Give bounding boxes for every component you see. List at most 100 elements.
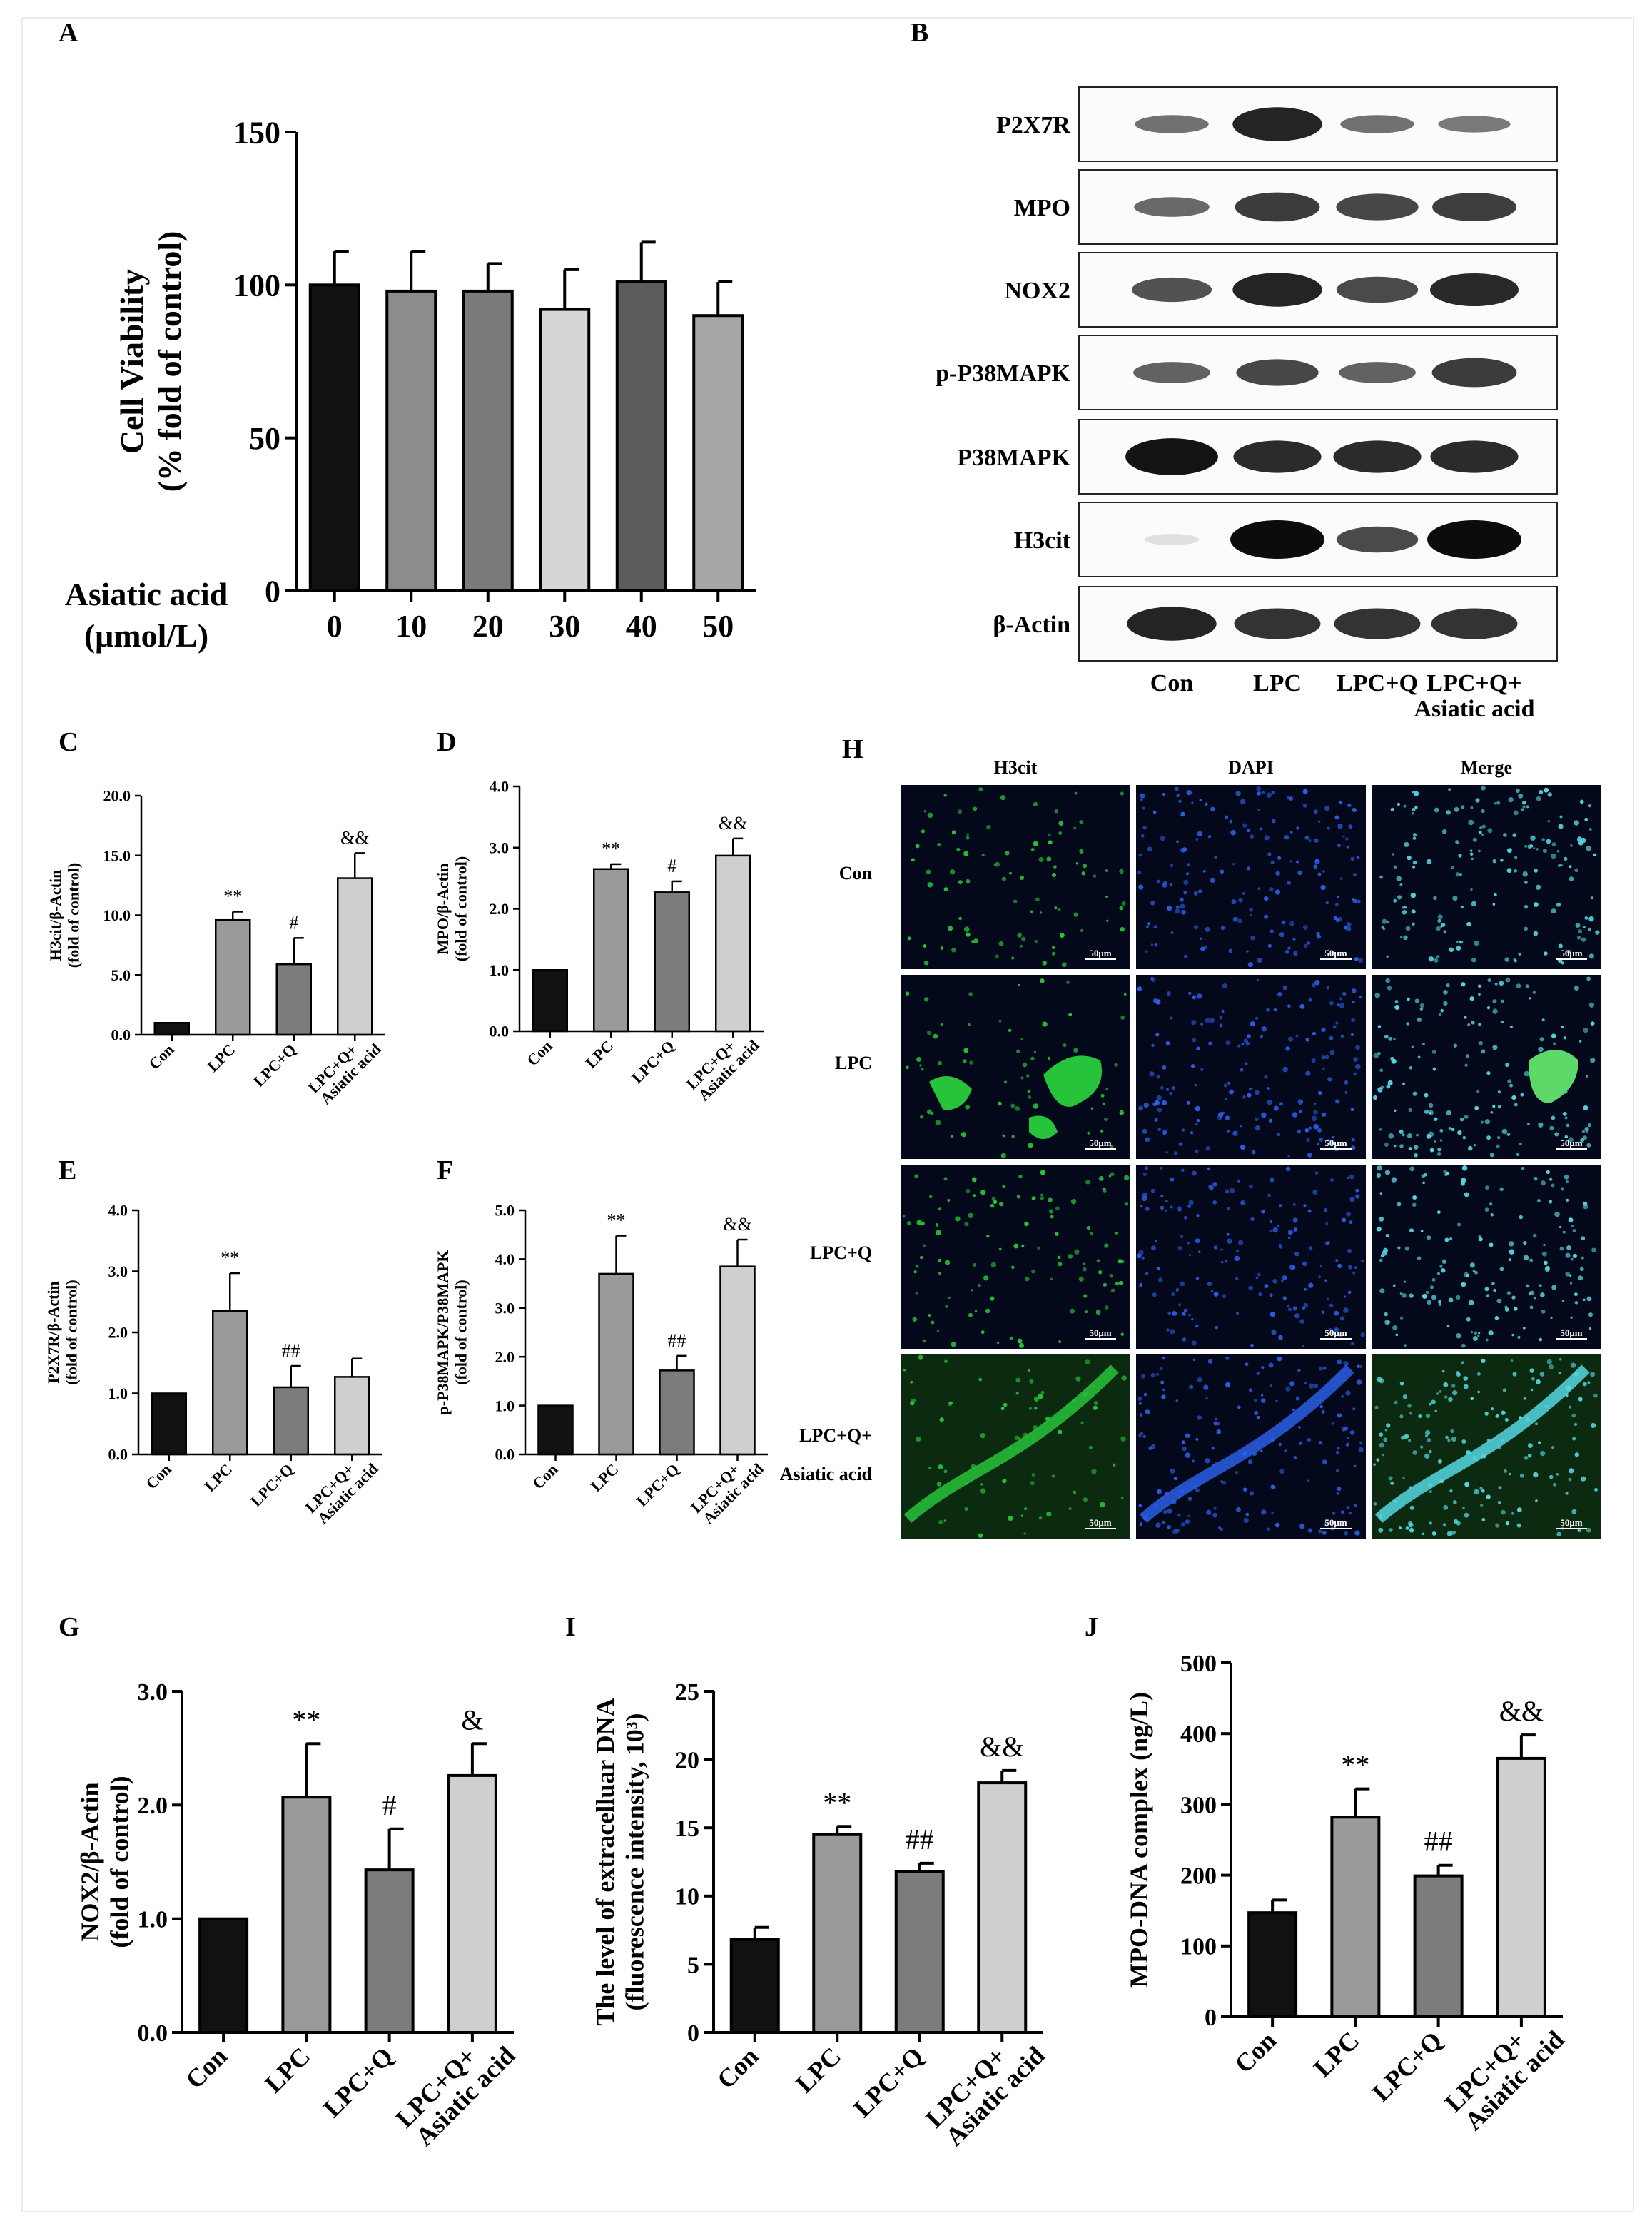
category-label-A-2: 20 bbox=[472, 609, 504, 644]
fluor-dot bbox=[1376, 1226, 1382, 1232]
fluor-dot bbox=[1422, 1293, 1427, 1299]
fluor-dot bbox=[1225, 1040, 1230, 1045]
fluor-dot bbox=[1171, 1086, 1175, 1090]
fluor-dot bbox=[1456, 1295, 1461, 1300]
fluor-dot bbox=[1279, 1469, 1284, 1474]
fluor-dot bbox=[1264, 835, 1270, 841]
fluor-net-blob bbox=[1529, 1050, 1578, 1103]
fluor-dot bbox=[1113, 1463, 1116, 1467]
fluor-dot bbox=[1387, 1080, 1393, 1086]
fluor-dot bbox=[968, 1212, 973, 1219]
fluor-dot bbox=[981, 853, 985, 857]
fluor-dot bbox=[1147, 846, 1152, 852]
fluor-dot bbox=[1431, 1295, 1436, 1300]
category-label-E-1: LPC bbox=[201, 1460, 235, 1495]
fluor-dot bbox=[1481, 833, 1484, 836]
fluor-dot bbox=[1227, 1207, 1230, 1210]
fluor-dot bbox=[1393, 898, 1397, 903]
panel-letter-D: D bbox=[437, 727, 456, 757]
fluor-dot bbox=[1270, 1484, 1275, 1489]
fluor-dot bbox=[1499, 1187, 1504, 1192]
annotation-J-1: ** bbox=[1341, 1749, 1369, 1781]
fluor-dot bbox=[1395, 1333, 1399, 1337]
fluor-dot bbox=[1529, 1368, 1534, 1373]
fluor-dot bbox=[1145, 1272, 1149, 1275]
fluor-dot bbox=[1448, 1297, 1454, 1303]
fluor-dot bbox=[1015, 1377, 1021, 1383]
fluor-dot bbox=[1551, 1115, 1556, 1120]
fluor-dot bbox=[1425, 1429, 1431, 1436]
fluor-dot bbox=[1178, 1142, 1183, 1146]
fluor-dot bbox=[1522, 800, 1526, 805]
fluor-dot bbox=[1566, 1198, 1569, 1202]
fluor-dot bbox=[1150, 977, 1156, 982]
fluor-dot bbox=[1595, 930, 1600, 935]
fluor-dot bbox=[1279, 1102, 1283, 1106]
fluor-dot bbox=[1515, 789, 1520, 794]
fluor-dot bbox=[927, 882, 933, 888]
fluor-dot bbox=[1326, 986, 1330, 990]
fluor-dot bbox=[923, 960, 929, 966]
fluor-dot bbox=[1018, 1342, 1025, 1348]
fluor-dot bbox=[1180, 1235, 1184, 1239]
fluor-dot bbox=[1551, 1033, 1556, 1038]
fluor-dot bbox=[1379, 1442, 1384, 1448]
fluor-dot bbox=[1020, 1514, 1024, 1517]
fluor-dot bbox=[1031, 1196, 1036, 1200]
fluor-dot bbox=[963, 926, 970, 932]
fluor-dot bbox=[1512, 833, 1517, 837]
panel-letter-C: C bbox=[59, 727, 78, 757]
fluor-dot bbox=[1021, 936, 1026, 941]
fluor-dot bbox=[1249, 1087, 1252, 1091]
fluor-dot bbox=[1311, 1058, 1316, 1063]
fluor-dot bbox=[1588, 1002, 1595, 1008]
fluor-dot bbox=[1539, 1337, 1543, 1342]
fluor-dot bbox=[1334, 1310, 1339, 1316]
fluor-dot bbox=[1318, 1275, 1322, 1279]
fluor-dot bbox=[1529, 1292, 1531, 1295]
annotation-I-1: ** bbox=[823, 1786, 851, 1818]
fluor-dot bbox=[1484, 1119, 1490, 1125]
fluor-dot bbox=[1167, 1525, 1171, 1529]
fluor-dot bbox=[1100, 1093, 1105, 1098]
y-tick-label-C-4: 20.0 bbox=[103, 787, 131, 805]
fluor-dot bbox=[1070, 1308, 1075, 1314]
fluor-dot bbox=[1492, 1105, 1496, 1108]
fluor-dot bbox=[1016, 1194, 1021, 1199]
fluor-dot bbox=[1058, 1255, 1061, 1260]
fluor-dot bbox=[1079, 849, 1084, 854]
fluor-dot bbox=[1222, 1111, 1225, 1115]
fluor-dot bbox=[1452, 1390, 1458, 1396]
fluor-dot bbox=[1037, 1246, 1040, 1250]
fluor-dot bbox=[1192, 1038, 1197, 1043]
fluor-dot bbox=[1031, 1269, 1035, 1274]
band-6-3 bbox=[1431, 608, 1518, 639]
fluor-dot bbox=[1210, 878, 1215, 883]
fluor-dot bbox=[1297, 870, 1302, 876]
fluor-dot bbox=[1195, 1149, 1199, 1153]
fluor-dot bbox=[1474, 1331, 1478, 1335]
fluor-dot bbox=[1535, 1422, 1538, 1426]
fluor-dot bbox=[1503, 1469, 1507, 1473]
fluor-dot bbox=[1203, 1384, 1209, 1390]
fluor-dot bbox=[1287, 1305, 1289, 1307]
fluor-dot bbox=[1471, 901, 1477, 907]
fluor-dot bbox=[1590, 1057, 1596, 1063]
fluor-dot bbox=[1240, 1144, 1246, 1150]
fluor-dot bbox=[1292, 938, 1296, 941]
fluor-dot bbox=[1207, 1282, 1212, 1287]
fluor-row-label-2: LPC+Q bbox=[810, 1242, 872, 1263]
fluor-dot bbox=[1536, 1379, 1541, 1384]
fluor-dot bbox=[1531, 1388, 1534, 1392]
fluor-dot bbox=[1120, 791, 1124, 796]
fluor-dot bbox=[1402, 910, 1407, 915]
band-1-3 bbox=[1432, 193, 1516, 221]
fluor-dot bbox=[1343, 1295, 1347, 1298]
fluor-dot bbox=[1235, 791, 1241, 796]
fluor-image-1-1: 50μm bbox=[1136, 975, 1366, 1159]
scale-bar-label: 50μm bbox=[1089, 948, 1111, 958]
fluor-dot bbox=[1175, 1528, 1180, 1533]
band-0-0 bbox=[1135, 115, 1209, 133]
fluor-dot bbox=[1416, 1133, 1419, 1137]
fluor-dot bbox=[978, 1533, 983, 1538]
